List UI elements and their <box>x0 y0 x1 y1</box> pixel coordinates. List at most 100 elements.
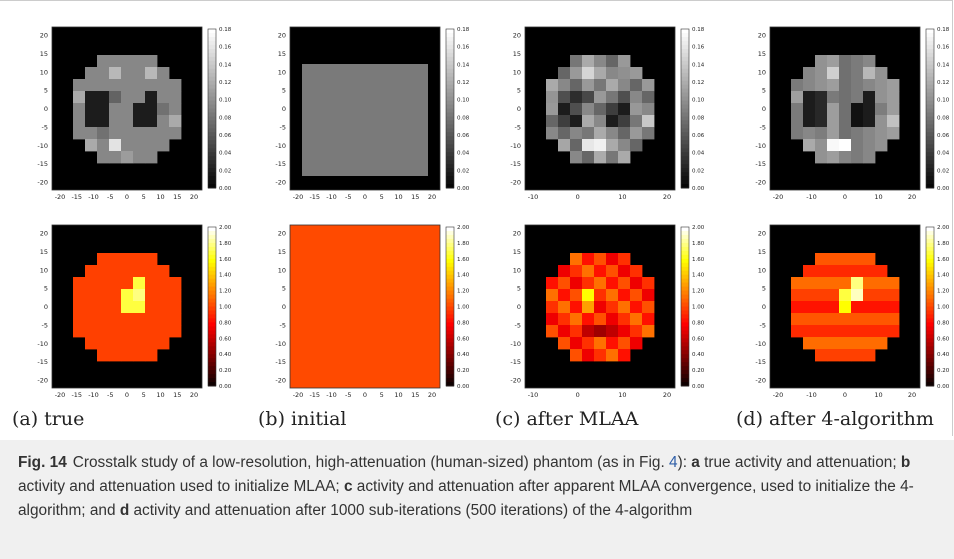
activity-map-a-x-tick-label: 20 <box>190 391 198 399</box>
activity-map-a-pixel <box>157 301 170 314</box>
attenuation-map-d-colorbar-band <box>926 100 934 105</box>
activity-map-d-colorbar-band <box>926 234 934 240</box>
attenuation-map-a-pixel <box>145 91 158 104</box>
activity-map-c-pixel <box>618 325 631 338</box>
activity-map-d-colorbar-band <box>926 254 934 260</box>
attenuation-map-c-pixel <box>618 139 631 152</box>
attenuation-map-d-pixel <box>851 115 864 128</box>
attenuation-map-d-colorbar-band <box>926 152 934 157</box>
attenuation-map-b-y-tick-label: 0 <box>282 105 286 113</box>
attenuation-map-d-pixel <box>887 127 900 140</box>
attenuation-map-b-frame <box>289 26 441 191</box>
attenuation-map-c-pixel <box>594 55 607 68</box>
attenuation-map-c-pixel <box>558 91 571 104</box>
activity-map-c-colorbar-band <box>681 294 689 300</box>
attenuation-map-d-pixel <box>851 91 864 104</box>
attenuation-map-b-colorbar-band <box>446 128 454 133</box>
activity-map-d-pixel <box>815 313 828 326</box>
attenuation-map-c-colorbar-tick-label: 0.12 <box>692 80 704 86</box>
figure-reference-link[interactable]: 4 <box>669 454 678 471</box>
attenuation-map-b-colorbar-band <box>446 156 454 161</box>
attenuation-map-a-colorbar-tick-label: 0.18 <box>219 27 232 33</box>
attenuation-map-a-colorbar-band <box>208 152 216 157</box>
attenuation-map-b-colorbar-band <box>446 160 454 165</box>
attenuation-map-a-colorbar-band <box>208 64 216 70</box>
attenuation-map-d-x-tick-label: -20 <box>773 193 784 201</box>
attenuation-map-c-colorbar-band <box>681 72 689 78</box>
activity-map-b-colorbar-tick-label: 1.80 <box>457 241 470 247</box>
attenuation-map-b-colorbar-tick-label: 0.00 <box>457 186 470 192</box>
activity-map-c-pixel <box>618 349 631 362</box>
attenuation-map-c-colorbar-band <box>681 76 689 82</box>
activity-map-c-pixel <box>570 301 583 314</box>
activity-map-d-pixel <box>839 289 852 302</box>
attenuation-map-c-colorbar-band <box>681 52 689 58</box>
activity-map-c-colorbar-tick-label: 0.00 <box>692 384 705 390</box>
activity-map-b-colorbar-frame <box>445 226 455 387</box>
attenuation-map-c-colorbar-band <box>681 172 689 177</box>
activity-map-d-pixel <box>863 313 876 326</box>
attenuation-map-a-pixel <box>157 67 170 80</box>
activity-map-c-pixel <box>570 337 583 350</box>
attenuation-map-c-pixel <box>606 79 619 92</box>
activity-map-b-colorbar-band <box>446 262 454 268</box>
activity-map-a-colorbar-band <box>208 258 216 264</box>
activity-map-c-pixel <box>558 289 571 302</box>
activity-map-d-colorbar-band <box>926 262 934 268</box>
activity-map-b-colorbar-band <box>446 322 454 327</box>
activity-map-c-colorbar-band <box>681 302 689 307</box>
activity-map-d-colorbar-band <box>926 354 934 359</box>
attenuation-map-d-colorbar-band <box>926 72 934 78</box>
activity-map-d-colorbar-band <box>926 231 934 236</box>
activity-map-b-x-tick-label: -20 <box>293 391 304 399</box>
attenuation-map-d-pixel <box>875 91 888 104</box>
activity-map-c-colorbar-band <box>681 274 689 280</box>
activity-map-a-colorbar-band <box>208 310 216 315</box>
activity-map-d-pixel <box>887 325 900 338</box>
activity-map-c-colorbar-band <box>681 314 689 319</box>
activity-map-c-pixel <box>570 313 583 326</box>
attenuation-map-d-x-tick-label: -10 <box>806 193 817 201</box>
activity-map-b-x-tick-label: 5 <box>380 391 384 399</box>
activity-map-c-x-tick-label: 20 <box>663 391 671 399</box>
activity-map-d-colorbar-tick-label: 0.20 <box>937 368 950 374</box>
attenuation-map-d-pixel <box>815 79 828 92</box>
activity-map-a-pixel <box>145 313 158 326</box>
activity-map-a-pixel <box>97 277 110 290</box>
attenuation-map-d-pixel <box>863 79 876 92</box>
activity-map-d-pixel <box>875 301 888 314</box>
attenuation-map-d-colorbar-band <box>926 88 934 94</box>
activity-map-d-colorbar-band <box>926 282 934 288</box>
attenuation-map-b-y-tick-label: -10 <box>275 142 286 150</box>
activity-map-a-colorbar-band <box>208 358 216 363</box>
attenuation-map-c-pixel <box>642 115 655 128</box>
activity-map-d-pixel <box>863 277 876 290</box>
attenuation-map-c-pixel <box>570 139 583 152</box>
attenuation-map-d-pixel <box>815 55 828 68</box>
activity-map-d-colorbar-tick-label: 1.20 <box>937 289 950 295</box>
activity-map-c-pixel <box>594 265 607 278</box>
attenuation-map-c-pixel <box>558 139 571 152</box>
activity-map-a-pixel <box>97 313 110 326</box>
attenuation-map-b-colorbar-band <box>446 96 454 102</box>
attenuation-map-c-y-tick-label: -10 <box>510 142 521 150</box>
caption-text: Fig. 14 Crosstalk study of a low-resoluti… <box>18 454 914 519</box>
activity-map-a-pixel <box>133 313 146 326</box>
attenuation-map-a-colorbar-band <box>208 164 216 169</box>
attenuation-map-a-pixel <box>85 139 98 152</box>
activity-map-a-colorbar-band <box>208 370 216 375</box>
attenuation-map-b-colorbar-band <box>446 84 454 90</box>
attenuation-map-a-pixel <box>85 115 98 128</box>
activity-map-c-colorbar-band <box>681 266 689 272</box>
activity-map-a-colorbar-band <box>208 374 216 379</box>
activity-map-d-colorbar-band <box>926 298 934 304</box>
attenuation-map-a-pixel <box>97 67 110 80</box>
attenuation-map-a-colorbar-tick-label: 0.04 <box>219 151 232 157</box>
attenuation-map-c-colorbar-band <box>681 84 689 90</box>
activity-map-c-colorbar-band <box>681 286 689 292</box>
attenuation-map-a-pixel <box>145 55 158 68</box>
activity-map-d-pixel <box>815 325 828 338</box>
activity-map-d-pixel <box>791 277 804 290</box>
attenuation-map-d-colorbar-tick-label: 0.02 <box>937 168 949 174</box>
attenuation-map-c-pixel <box>594 79 607 92</box>
